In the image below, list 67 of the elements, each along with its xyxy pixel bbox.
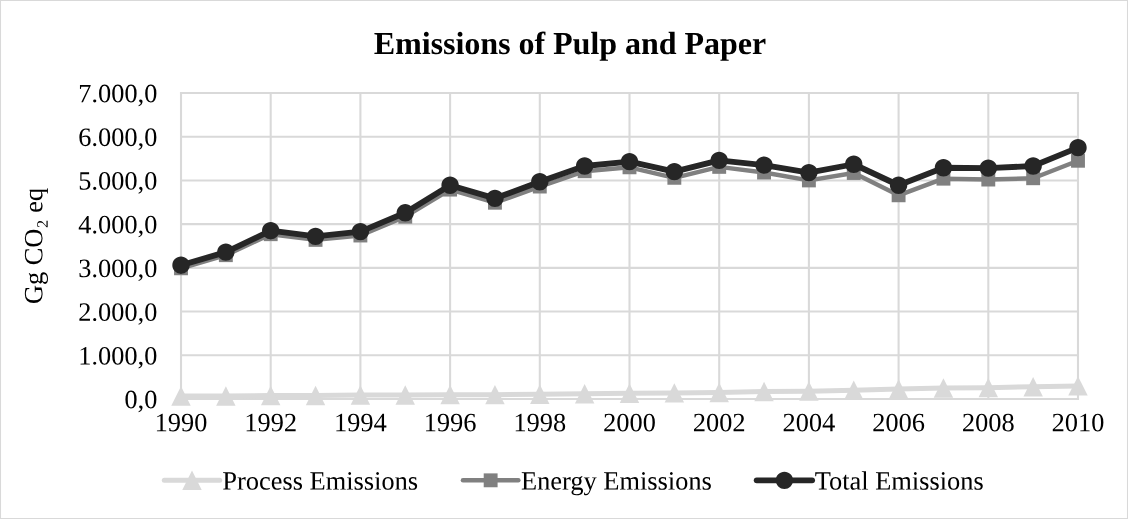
y-tick-label: 0,0 [125, 390, 157, 413]
x-tick-label: 2010 [1052, 413, 1104, 432]
legend-label: Total Emissions [815, 471, 983, 490]
point [575, 157, 594, 175]
point [306, 227, 325, 246]
x-tick-label: 1990 [156, 413, 207, 432]
point [396, 204, 414, 222]
point [486, 189, 504, 208]
point [979, 159, 997, 177]
point [216, 386, 236, 406]
point [441, 176, 459, 194]
point [531, 173, 549, 191]
point [1071, 153, 1085, 168]
point [530, 384, 550, 404]
point [262, 222, 280, 240]
x-tick-label: 1992 [246, 413, 296, 432]
y-tick-label: 1.000,0 [80, 346, 157, 369]
y-tick-label: 2.000,0 [79, 303, 157, 325]
point [844, 380, 864, 400]
point [1069, 138, 1087, 157]
point [350, 385, 371, 405]
x-tick-label: 2006 [873, 413, 925, 432]
point [709, 382, 729, 403]
point [978, 377, 999, 398]
point [664, 383, 685, 403]
x-tick-label: 1996 [426, 413, 476, 432]
point [171, 386, 191, 406]
point [665, 163, 684, 181]
point [845, 155, 863, 173]
point [934, 159, 953, 177]
x-tick-label: 2008 [963, 413, 1014, 432]
point [710, 151, 728, 169]
y-tick-label: 6.000,0 [79, 128, 157, 150]
point [395, 385, 415, 405]
x-tick-label: 2004 [783, 413, 835, 432]
point [172, 256, 190, 274]
point [620, 152, 639, 171]
point [933, 378, 954, 398]
point [260, 385, 281, 406]
point [888, 379, 909, 399]
x-tick-label: 1998 [515, 413, 566, 432]
y-axis-title: Gg CO₂ eq [24, 188, 48, 304]
y-tick-label: 3.000,0 [79, 259, 157, 282]
point [889, 176, 908, 194]
legend-label: Process Emissions [223, 472, 418, 490]
point [440, 384, 460, 405]
x-tick-label: 2002 [693, 413, 745, 432]
point [351, 222, 370, 241]
chart-title: Emissions of Pulp and Paper [374, 31, 766, 61]
point [217, 243, 235, 261]
point [1024, 157, 1042, 175]
point [755, 156, 773, 174]
point [619, 383, 640, 404]
point [305, 385, 326, 406]
point [1023, 377, 1043, 397]
point [799, 381, 819, 401]
y-tick-label: 4.000,0 [78, 215, 157, 238]
x-tick-label: 1994 [336, 413, 387, 432]
y-tick-label: 7.000,0 [79, 84, 157, 107]
y-tick-label: 5.000,0 [79, 172, 157, 194]
point [754, 381, 774, 402]
point [1068, 376, 1088, 396]
x-tick-label: 2000 [604, 413, 655, 432]
legend-label: Energy Emissions [521, 472, 711, 496]
point [574, 384, 595, 404]
point [485, 384, 505, 405]
point [800, 163, 818, 182]
